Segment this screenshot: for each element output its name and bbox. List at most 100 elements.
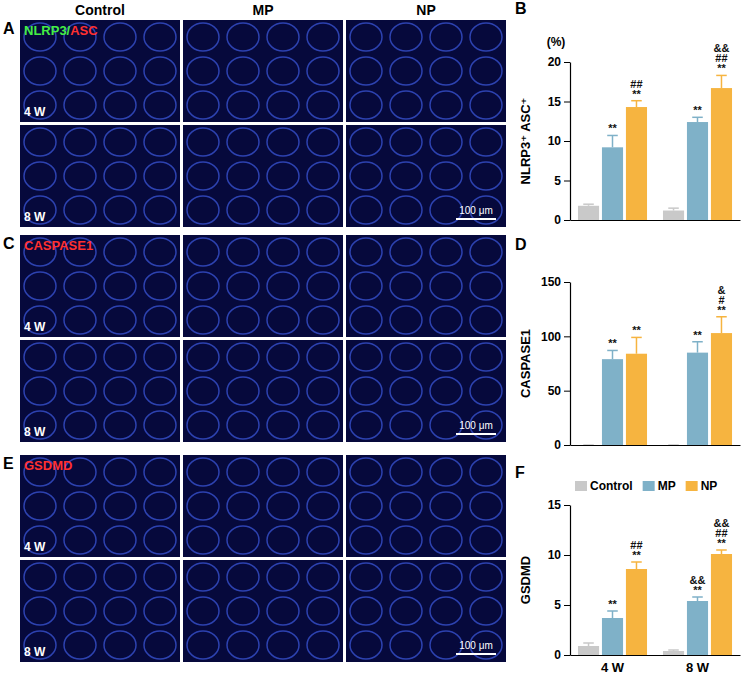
legend-label: NP bbox=[701, 479, 718, 493]
plot-marks bbox=[583, 317, 732, 445]
bar bbox=[626, 354, 647, 445]
tissue-outline bbox=[227, 306, 259, 334]
tissue-outline bbox=[470, 91, 502, 119]
tissue-outline bbox=[227, 272, 259, 300]
significance-mark: ** bbox=[693, 329, 702, 341]
tissue-outline bbox=[307, 597, 339, 625]
tissue-outline bbox=[390, 631, 422, 659]
figure: AControlMPNPNLRP3/ASC4 W8 W100 μmCCASPAS… bbox=[0, 0, 750, 690]
y-tick-label: 15 bbox=[548, 498, 562, 512]
tissue-outline bbox=[470, 238, 502, 266]
tissue-outline bbox=[104, 563, 136, 591]
x-tick-label: 4 W bbox=[601, 660, 625, 675]
scale-bar-label: 100 μm bbox=[459, 205, 493, 216]
tissue-outline bbox=[390, 128, 422, 156]
tissue-outline bbox=[430, 57, 462, 85]
tissue-outline bbox=[390, 377, 422, 405]
bar bbox=[602, 359, 623, 445]
y-axis-line bbox=[570, 63, 571, 221]
tissue-outline bbox=[187, 23, 219, 51]
error-bar-stem bbox=[636, 562, 638, 569]
y-tick: 0 bbox=[554, 648, 570, 662]
tissue-outline bbox=[267, 597, 299, 625]
tissue-outline bbox=[144, 306, 176, 334]
tissue-outline bbox=[104, 272, 136, 300]
tissue-outline bbox=[307, 23, 339, 51]
plot-marks bbox=[578, 75, 732, 220]
tissue-outline bbox=[470, 128, 502, 156]
tissue-outline bbox=[390, 526, 422, 554]
tissue-outline bbox=[390, 91, 422, 119]
tissue-outline bbox=[307, 128, 339, 156]
y-tick: 50 bbox=[548, 384, 570, 398]
tissue-outline bbox=[390, 563, 422, 591]
row-label: 4 W bbox=[24, 320, 46, 334]
bar-chart: F0510154 W8 WGSDMD**&&**##**&&##**Contro… bbox=[515, 464, 741, 675]
tissue-outline bbox=[24, 526, 56, 554]
error-bar bbox=[583, 643, 594, 646]
tissue-outline bbox=[24, 57, 56, 85]
tissue-outline bbox=[104, 306, 136, 334]
tissue-outline bbox=[307, 631, 339, 659]
tissue-outline bbox=[24, 128, 56, 156]
tissue-outline bbox=[307, 458, 339, 486]
error-bar-cap bbox=[631, 100, 642, 102]
stain-label-part: ASC bbox=[70, 23, 98, 38]
significance-mark: ** bbox=[693, 104, 702, 116]
bar-chart: D050100150CASPASE1******&#** bbox=[515, 236, 741, 452]
tissue-outline bbox=[227, 162, 259, 190]
tissue-outline bbox=[350, 631, 382, 659]
y-tick-mark bbox=[564, 141, 570, 142]
error-bar-cap bbox=[716, 316, 727, 318]
tissue-outline bbox=[227, 196, 259, 224]
tissue-outline bbox=[307, 526, 339, 554]
y-axis: 05101520 bbox=[548, 55, 571, 227]
y-tick-mark bbox=[564, 655, 570, 656]
tissue-outline bbox=[350, 162, 382, 190]
error-bar-cap bbox=[668, 207, 679, 209]
tissue-outline bbox=[470, 492, 502, 520]
bar bbox=[578, 445, 599, 446]
tissue-outline bbox=[390, 238, 422, 266]
error-bar-cap bbox=[692, 117, 703, 119]
tissue-outline bbox=[307, 306, 339, 334]
y-axis-unit: (%) bbox=[547, 35, 566, 49]
tissue-outline bbox=[227, 492, 259, 520]
error-bar-cap bbox=[668, 444, 679, 445]
tissue-outline bbox=[64, 563, 96, 591]
tissue-outline bbox=[390, 458, 422, 486]
tissue-outline bbox=[227, 563, 259, 591]
tissue-outline bbox=[267, 306, 299, 334]
error-bar bbox=[716, 75, 727, 88]
tissue-outline bbox=[144, 411, 176, 439]
legend-swatch bbox=[643, 481, 655, 491]
y-tick-mark bbox=[564, 555, 570, 556]
tissue-outline bbox=[227, 238, 259, 266]
tissue-outline bbox=[144, 492, 176, 520]
error-bar-cap bbox=[607, 350, 618, 352]
tissue-outline bbox=[350, 306, 382, 334]
tissue-outline bbox=[267, 196, 299, 224]
error-bar bbox=[716, 317, 727, 333]
annotations: **&&**##**&&##** bbox=[608, 517, 729, 610]
x-axis-line bbox=[571, 220, 741, 221]
y-tick: 20 bbox=[548, 55, 570, 69]
tissue-outline bbox=[430, 128, 462, 156]
bar bbox=[602, 618, 623, 655]
tissue-outline bbox=[267, 377, 299, 405]
tissue-outline bbox=[390, 196, 422, 224]
error-bar bbox=[607, 135, 618, 147]
y-tick-mark bbox=[564, 181, 570, 182]
tissue-outline bbox=[104, 377, 136, 405]
tissue-outline bbox=[64, 196, 96, 224]
tissue-outline bbox=[267, 57, 299, 85]
tissue-outline bbox=[227, 526, 259, 554]
tissue-outline bbox=[390, 306, 422, 334]
error-bar bbox=[668, 208, 679, 210]
y-tick: 0 bbox=[554, 438, 570, 452]
tissue-outline bbox=[307, 411, 339, 439]
y-tick: 15 bbox=[548, 95, 570, 109]
tissue-outline bbox=[104, 631, 136, 659]
legend-label: Control bbox=[590, 479, 633, 493]
y-axis: 051015 bbox=[548, 498, 571, 662]
